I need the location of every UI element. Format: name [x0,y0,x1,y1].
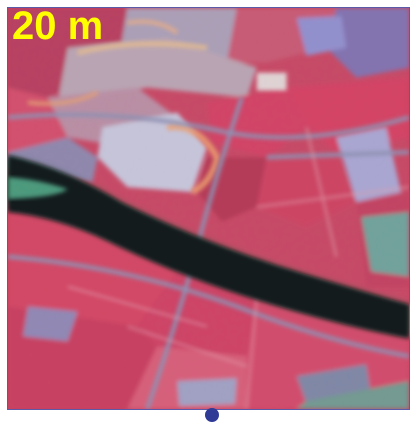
marker-dot [205,408,219,422]
texture-overlay [8,8,409,409]
false-color-satellite-scene [8,8,409,409]
satellite-image-frame [7,7,410,410]
scale-label: 20 m [12,4,104,48]
